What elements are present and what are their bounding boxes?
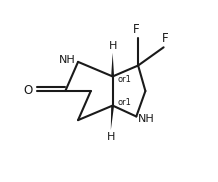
Text: or1: or1 bbox=[117, 98, 131, 107]
Text: or1: or1 bbox=[117, 75, 131, 84]
Text: F: F bbox=[162, 33, 169, 46]
Text: F: F bbox=[133, 23, 140, 36]
Text: NH: NH bbox=[138, 114, 155, 124]
Text: H: H bbox=[107, 132, 115, 142]
Text: H: H bbox=[108, 41, 117, 51]
Text: O: O bbox=[23, 84, 32, 98]
Text: NH: NH bbox=[59, 55, 75, 65]
Polygon shape bbox=[111, 105, 114, 130]
Polygon shape bbox=[111, 53, 114, 76]
